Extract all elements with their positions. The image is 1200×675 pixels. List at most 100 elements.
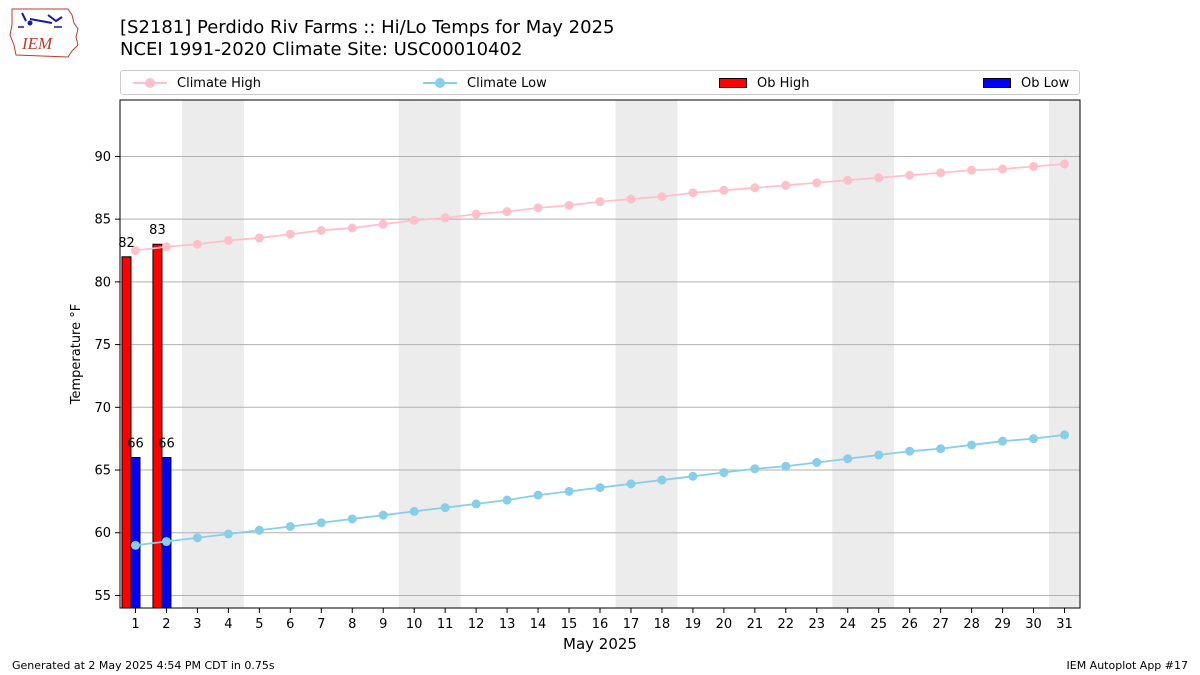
legend-item-ob-low: Ob Low bbox=[983, 74, 1069, 92]
climate-high-point bbox=[657, 192, 667, 202]
x-tick-label: 9 bbox=[379, 617, 387, 632]
x-tick-label: 4 bbox=[224, 617, 232, 632]
climate-low-point bbox=[657, 475, 667, 485]
x-tick-label: 12 bbox=[468, 617, 485, 632]
climate-low-point bbox=[347, 514, 357, 524]
footer-generated-text: Generated at 2 May 2025 4:54 PM CDT in 0… bbox=[12, 659, 275, 672]
y-tick-label: 55 bbox=[94, 589, 111, 604]
x-tick-label: 22 bbox=[778, 617, 795, 632]
climate-low-point bbox=[533, 490, 543, 500]
climate-low-point bbox=[285, 521, 295, 531]
x-tick-label: 10 bbox=[406, 617, 423, 632]
climate-high-point bbox=[1029, 161, 1039, 171]
climate-low-point bbox=[254, 525, 264, 535]
climate-low-point bbox=[161, 537, 171, 547]
climate-low-point bbox=[812, 457, 822, 467]
weekend-band bbox=[615, 100, 678, 608]
climate-low-point bbox=[688, 471, 698, 481]
climate-high-point bbox=[285, 229, 295, 239]
legend-item-climate-high: Climate High bbox=[133, 74, 261, 92]
x-tick-label: 2 bbox=[162, 617, 170, 632]
x-tick-label: 29 bbox=[994, 617, 1011, 632]
x-tick-label: 21 bbox=[747, 617, 764, 632]
x-tick-label: 15 bbox=[561, 617, 578, 632]
climate-high-point bbox=[502, 207, 512, 217]
x-tick-label: 14 bbox=[530, 617, 547, 632]
legend-label-ob-low: Ob Low bbox=[1021, 75, 1070, 91]
climate-low-point bbox=[905, 446, 915, 456]
climate-low-point bbox=[843, 454, 853, 464]
climate-high-point bbox=[874, 173, 884, 183]
climate-low-point bbox=[750, 464, 760, 474]
climate-low-point bbox=[595, 483, 605, 493]
x-tick-label: 20 bbox=[716, 617, 733, 632]
x-tick-label: 17 bbox=[623, 617, 640, 632]
climate-low-point bbox=[1029, 434, 1039, 444]
climate-high-point bbox=[688, 188, 698, 198]
climate-high-point bbox=[905, 170, 915, 180]
climate-low-point bbox=[967, 440, 977, 450]
climate-high-line bbox=[135, 163, 1065, 252]
weekend-band bbox=[1049, 100, 1080, 608]
x-tick-label: 19 bbox=[685, 617, 702, 632]
climate-low-point bbox=[316, 518, 326, 528]
legend-swatch-ob-low bbox=[983, 78, 1011, 88]
iem-logo: IEM bbox=[8, 5, 80, 59]
climate-low-point bbox=[223, 529, 233, 539]
climate-low-point bbox=[936, 444, 946, 454]
climate-low-point bbox=[781, 461, 791, 471]
x-tick-label: 13 bbox=[499, 617, 516, 632]
legend-item-climate-low: Climate Low bbox=[423, 74, 547, 92]
climate-low-point bbox=[719, 468, 729, 478]
climate-high-point bbox=[161, 242, 171, 252]
weekend-band bbox=[832, 100, 895, 608]
x-tick-label: 3 bbox=[193, 617, 201, 632]
ob-low-bar bbox=[130, 456, 141, 608]
climate-high-point bbox=[719, 185, 729, 195]
climate-high-point bbox=[967, 165, 977, 175]
climate-high-point bbox=[440, 213, 450, 223]
legend-label-climate-high: Climate High bbox=[177, 75, 262, 91]
x-tick-label: 23 bbox=[809, 617, 826, 632]
y-tick-label: 65 bbox=[94, 464, 111, 479]
y-tick-label: 90 bbox=[94, 150, 111, 165]
plot-area bbox=[120, 100, 1080, 608]
y-tick-label: 60 bbox=[94, 526, 111, 541]
climate-high-point bbox=[192, 239, 202, 249]
x-tick-label: 7 bbox=[317, 617, 325, 632]
climate-high-point bbox=[316, 225, 326, 235]
ob-high-bar bbox=[121, 256, 132, 608]
y-tick-label: 80 bbox=[94, 275, 111, 290]
legend-label-climate-low: Climate Low bbox=[467, 75, 547, 91]
y-tick-label: 75 bbox=[94, 338, 111, 353]
weekend-band bbox=[181, 100, 244, 608]
climate-low-point bbox=[564, 486, 574, 496]
weekend-band bbox=[398, 100, 461, 608]
x-tick-label: 25 bbox=[870, 617, 887, 632]
legend-label-ob-high: Ob High bbox=[757, 75, 810, 91]
climate-low-point bbox=[440, 503, 450, 513]
x-tick-label: 6 bbox=[286, 617, 294, 632]
climate-high-point bbox=[471, 209, 481, 219]
climate-low-point bbox=[130, 540, 140, 550]
climate-high-point bbox=[595, 197, 605, 207]
x-tick-label: 8 bbox=[348, 617, 356, 632]
climate-high-point bbox=[130, 246, 140, 256]
climate-high-point bbox=[998, 164, 1008, 174]
chart-legend: Climate High Climate Low Ob High Ob Low bbox=[120, 70, 1080, 95]
legend-marker-climate-low bbox=[423, 74, 457, 92]
footer-app-text: IEM Autoplot App #17 bbox=[1066, 659, 1189, 672]
climate-low-point bbox=[471, 499, 481, 509]
ob-low-data-label: 66 bbox=[158, 436, 175, 451]
climate-high-point bbox=[378, 219, 388, 229]
x-tick-label: 26 bbox=[901, 617, 918, 632]
legend-item-ob-high: Ob High bbox=[719, 74, 810, 92]
climate-high-point bbox=[750, 183, 760, 193]
climate-low-point bbox=[502, 495, 512, 505]
legend-swatch-ob-high bbox=[719, 78, 747, 88]
climate-high-point bbox=[1060, 159, 1070, 169]
chart-title: [S2181] Perdido Riv Farms :: Hi/Lo Temps… bbox=[120, 17, 615, 38]
climate-high-point bbox=[843, 175, 853, 185]
climate-high-point bbox=[223, 235, 233, 245]
climate-low-point bbox=[192, 533, 202, 543]
